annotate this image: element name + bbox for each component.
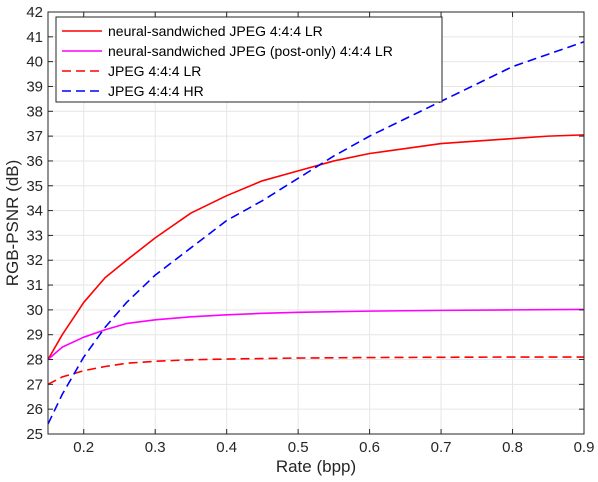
series-line [47,41,585,425]
y-tick-label: 30 [26,302,43,319]
y-axis-label: RGB-PSNR (dB) [3,160,22,287]
legend-label: JPEG 4:4:4 HR [108,83,204,99]
y-tick-label: 28 [26,352,43,369]
y-tick-label: 35 [26,178,43,195]
x-tick-label: 0.9 [574,439,595,456]
legend-label: neural-sandwiched JPEG (post-only) 4:4:4… [108,43,393,59]
y-tick-label: 27 [26,376,43,393]
y-tick-label: 36 [26,153,43,170]
y-tick-label: 31 [26,277,43,294]
y-tick-label: 26 [26,401,43,418]
series-line [47,308,585,361]
y-tick-label: 40 [26,54,43,71]
y-tick-labels: 25 26 27 28 29 30 31 32 33 34 35 36 37 38 39 40 41 42 [26,4,43,443]
y-tick-label: 38 [26,103,43,120]
x-tick-label: 0.7 [431,439,452,456]
legend-label: neural-sandwiched JPEG 4:4:4 LR [108,23,323,39]
y-tick-label: 33 [26,227,43,244]
y-tick-label: 39 [26,78,43,95]
legend: neural-sandwiched JPEG 4:4:4 LR neural-sa… [55,16,443,103]
y-tick-label: 29 [26,327,43,344]
plot-frame [47,11,585,435]
axis-ticks [48,11,585,435]
x-tick-label: 0.8 [502,439,523,456]
y-tick-label: 34 [26,203,43,220]
x-tick-label: 0.5 [288,439,309,456]
series-lines [47,41,585,425]
x-tick-label: 0.4 [216,439,237,456]
y-tick-label: 32 [26,252,43,269]
x-tick-label: 0.6 [359,439,380,456]
y-tick-label: 37 [26,128,43,145]
x-axis-label: Rate (bpp) [276,457,356,476]
series-line [47,356,584,386]
y-tick-label: 41 [26,29,43,46]
series-line [47,134,585,360]
y-tick-label: 25 [26,426,43,443]
y-tick-label: 42 [26,4,43,21]
x-tick-label: 0.2 [73,439,94,456]
legend-box [55,16,443,103]
x-tick-label: 0.3 [145,439,166,456]
legend-label: JPEG 4:4:4 LR [108,63,201,79]
x-tick-labels: 0.2 0.3 0.4 0.5 0.6 0.7 0.8 0.9 [73,439,594,456]
